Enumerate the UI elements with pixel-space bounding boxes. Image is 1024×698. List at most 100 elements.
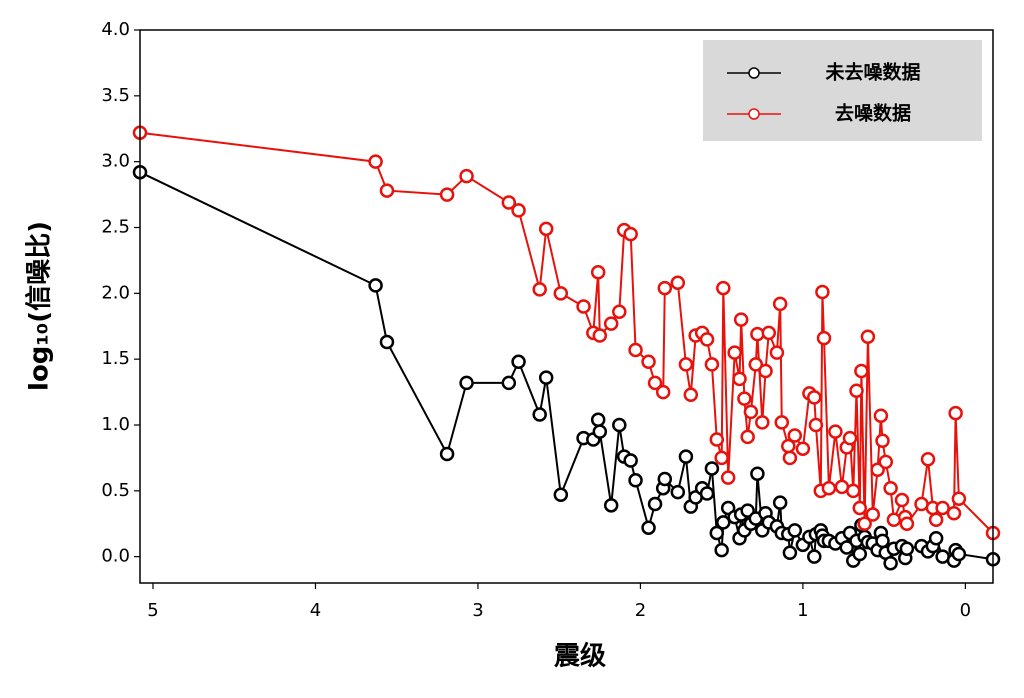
marker xyxy=(683,387,699,402)
marker xyxy=(828,424,843,439)
marker xyxy=(772,296,788,312)
marker xyxy=(379,183,395,198)
marker xyxy=(883,480,898,496)
marker xyxy=(709,432,725,447)
marker xyxy=(761,325,777,341)
marker xyxy=(576,299,591,314)
marker xyxy=(787,428,803,443)
x-tick-label: 2 xyxy=(635,600,646,621)
x-tick-label: 4 xyxy=(310,600,321,621)
marker xyxy=(720,470,736,485)
marker xyxy=(928,530,944,546)
marker xyxy=(782,450,798,466)
marker xyxy=(641,354,656,370)
marker xyxy=(538,370,554,385)
marker xyxy=(815,284,830,300)
marker xyxy=(699,332,715,347)
marker xyxy=(807,390,822,405)
marker xyxy=(839,540,855,555)
legend-label: 去噪数据 xyxy=(835,102,911,125)
marker xyxy=(772,495,788,510)
marker xyxy=(920,451,936,467)
legend-label: 未去噪数据 xyxy=(824,61,920,84)
y-tick-label: 3.5 xyxy=(101,85,130,106)
marker xyxy=(873,408,889,424)
marker xyxy=(755,415,770,430)
marker xyxy=(439,446,455,462)
marker xyxy=(532,407,547,422)
marker xyxy=(670,484,686,500)
marker xyxy=(538,221,554,237)
marker xyxy=(612,417,627,433)
marker xyxy=(628,342,643,358)
marker xyxy=(379,334,395,350)
marker xyxy=(899,541,915,557)
marker xyxy=(714,450,729,466)
marker xyxy=(511,203,526,218)
marker xyxy=(657,280,673,296)
marker xyxy=(948,405,963,421)
marker xyxy=(946,505,962,521)
marker xyxy=(612,304,627,320)
marker xyxy=(852,546,868,562)
marker xyxy=(647,496,663,512)
marker xyxy=(459,168,474,184)
marker xyxy=(886,512,902,528)
marker xyxy=(928,512,944,528)
marker xyxy=(842,430,858,446)
x-tick-label: 0 xyxy=(960,600,971,621)
marker xyxy=(714,542,729,558)
marker xyxy=(592,424,608,439)
legend-marker xyxy=(748,108,760,120)
marker xyxy=(899,516,915,531)
marker xyxy=(623,226,638,242)
marker xyxy=(951,491,967,506)
marker xyxy=(704,461,720,476)
marker xyxy=(592,328,608,343)
marker xyxy=(849,383,864,399)
marker xyxy=(894,492,910,508)
marker xyxy=(678,357,694,372)
marker xyxy=(852,500,868,516)
marker xyxy=(657,471,673,487)
marker xyxy=(951,546,967,562)
y-tick-label: 0.5 xyxy=(101,480,130,501)
marker xyxy=(716,280,731,296)
marker xyxy=(553,487,569,503)
marker xyxy=(716,515,731,530)
marker xyxy=(846,483,861,499)
marker xyxy=(737,391,752,406)
marker xyxy=(623,453,638,468)
y-tick-label: 2.0 xyxy=(101,282,130,303)
marker xyxy=(641,520,656,535)
marker xyxy=(865,507,881,522)
marker xyxy=(935,500,950,516)
marker xyxy=(459,375,474,391)
marker xyxy=(603,498,619,513)
marker xyxy=(875,433,890,449)
marker xyxy=(532,282,547,297)
marker xyxy=(750,466,765,481)
marker xyxy=(368,154,383,169)
marker xyxy=(501,195,517,210)
marker xyxy=(860,329,876,345)
marker xyxy=(727,345,742,360)
marker xyxy=(732,371,747,387)
legend-box xyxy=(703,40,982,141)
plot-frame xyxy=(139,29,994,584)
y-tick-label: 4.0 xyxy=(101,19,130,40)
y-tick-label: 0.0 xyxy=(101,546,130,567)
y-axis-label: log₁₀(信噪比) xyxy=(25,221,55,391)
marker xyxy=(511,354,526,370)
marker xyxy=(748,357,764,372)
marker xyxy=(808,417,824,433)
marker xyxy=(787,523,803,538)
x-axis-label: 震级 xyxy=(554,641,606,672)
marker xyxy=(678,449,694,464)
marker xyxy=(816,330,832,346)
marker xyxy=(758,363,773,379)
series xyxy=(132,125,1001,541)
marker xyxy=(733,312,749,327)
